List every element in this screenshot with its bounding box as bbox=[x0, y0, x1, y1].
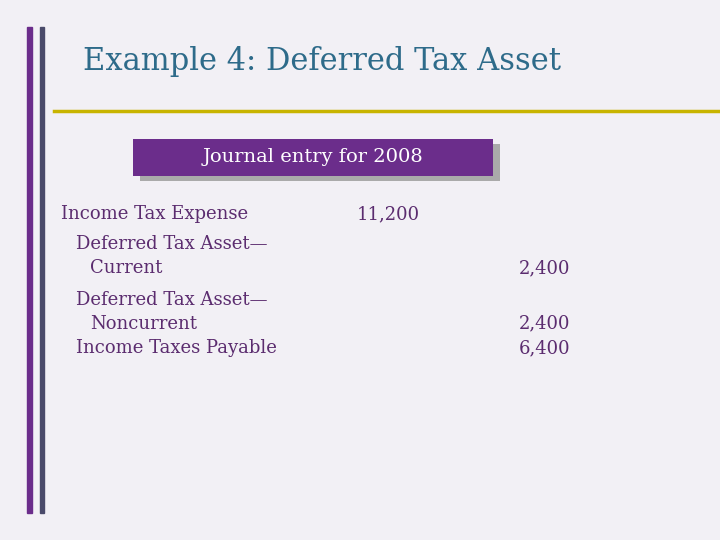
Text: Example 4: Deferred Tax Asset: Example 4: Deferred Tax Asset bbox=[83, 46, 561, 77]
Text: 2,400: 2,400 bbox=[518, 259, 570, 277]
Text: Income Tax Expense: Income Tax Expense bbox=[61, 205, 248, 223]
Bar bbox=[27, 27, 32, 513]
Bar bbox=[40, 27, 44, 513]
Text: 2,400: 2,400 bbox=[518, 315, 570, 333]
Text: Noncurrent: Noncurrent bbox=[90, 315, 197, 333]
Bar bbox=[133, 139, 493, 176]
Text: Deferred Tax Asset—: Deferred Tax Asset— bbox=[76, 291, 267, 308]
Text: Current: Current bbox=[90, 259, 163, 277]
Text: Income Taxes Payable: Income Taxes Payable bbox=[76, 339, 276, 357]
Text: Deferred Tax Asset—: Deferred Tax Asset— bbox=[76, 235, 267, 253]
Text: Journal entry for 2008: Journal entry for 2008 bbox=[203, 148, 423, 166]
Text: 11,200: 11,200 bbox=[356, 205, 420, 223]
Bar bbox=[140, 144, 500, 181]
Text: 6,400: 6,400 bbox=[518, 339, 570, 357]
